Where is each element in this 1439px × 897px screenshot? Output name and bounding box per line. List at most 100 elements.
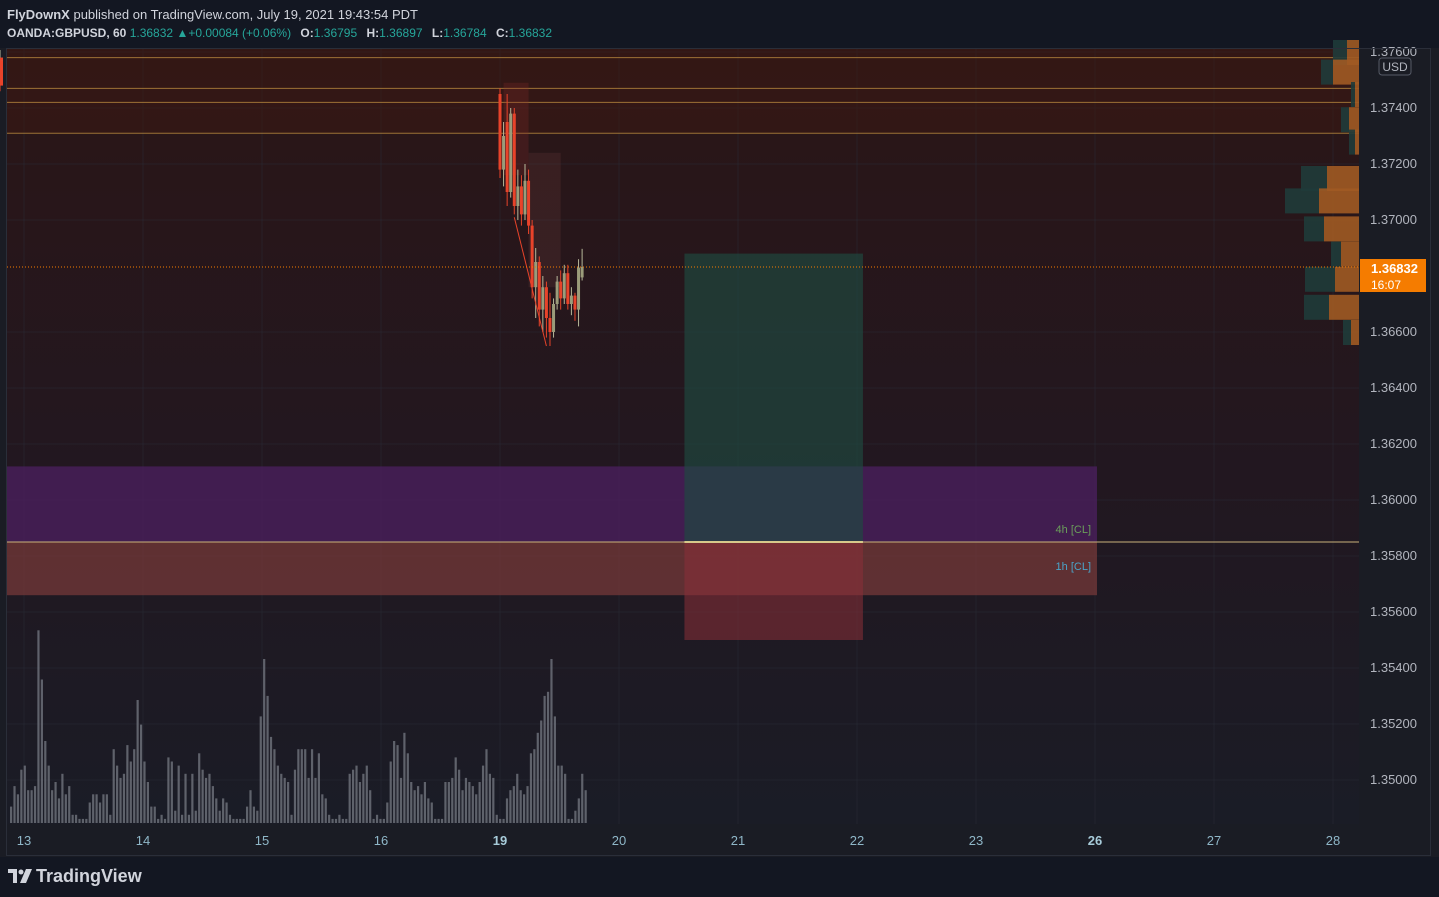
candle-body[interactable] (512, 113, 516, 206)
price-tick-label: 1.36600 (1370, 324, 1417, 339)
zone-label-1h: 1h [CL] (1056, 561, 1091, 573)
price-tick-label: 1.37600 (1370, 44, 1417, 59)
price-axis-background (1360, 49, 1430, 824)
candle-body[interactable] (498, 94, 502, 170)
volume-bar (379, 818, 382, 823)
close-value: 1.36832 (508, 26, 553, 40)
volume-bar (300, 749, 303, 823)
volume-bar (239, 818, 242, 823)
candle-body[interactable] (516, 186, 520, 206)
volume-bar (321, 794, 324, 823)
volume-bar (293, 769, 297, 823)
candle-body[interactable] (534, 262, 538, 288)
volume-bar (577, 798, 580, 823)
candle-body[interactable] (548, 318, 552, 332)
volume-bar (478, 782, 481, 823)
currency-badge[interactable]: USD (1378, 57, 1412, 76)
low-value: 1.36784 (443, 26, 487, 40)
volume-bar (23, 765, 26, 823)
candle-body[interactable] (527, 180, 531, 226)
candle-body[interactable] (559, 281, 563, 299)
volume-bar (146, 782, 149, 823)
volume-bar (481, 765, 485, 823)
horizontal-levels[interactable] (7, 49, 1359, 134)
volume-bar (68, 786, 71, 823)
volume-bar (245, 806, 249, 823)
candle-body[interactable] (502, 136, 506, 170)
candle-body[interactable] (509, 113, 513, 192)
price-tick-label: 1.35000 (1370, 772, 1417, 787)
candle-body[interactable] (573, 295, 577, 310)
price-axis[interactable]: 1.37600 1.37400 1.37200 1.37000 1.36600 1.364… (1370, 44, 1417, 787)
volume-bar (170, 761, 173, 823)
volume-bar (211, 786, 214, 823)
volume-bar (372, 818, 375, 823)
volume-bar (167, 757, 170, 823)
volume-bar (355, 765, 358, 823)
time-tick-label: 19 (493, 833, 507, 848)
volume-bar (266, 695, 269, 823)
volume-profile-bar (1335, 266, 1359, 292)
candle-body[interactable] (544, 287, 548, 318)
volume-bar (557, 765, 560, 823)
candle-body[interactable] (530, 225, 534, 288)
candle-body[interactable] (555, 281, 559, 304)
volume-bar (519, 790, 522, 823)
candle-body[interactable] (523, 180, 527, 215)
last-price: 1.36832 (129, 26, 174, 40)
volume-bar (81, 818, 85, 823)
footer-bar (0, 857, 1439, 897)
volume-bar (546, 691, 550, 823)
volume-profile-bar (1304, 294, 1329, 320)
candle-body[interactable] (562, 273, 566, 299)
volume-bar (51, 790, 54, 823)
volume-bar (307, 777, 310, 823)
volume-profile-bar (1331, 241, 1341, 267)
volume-bar (475, 794, 478, 823)
volume-bar (191, 773, 194, 823)
volume-bar (194, 810, 197, 823)
candle-body[interactable] (519, 186, 523, 215)
price-badge-countdown: 16:07 (1371, 278, 1401, 292)
trend-polyline[interactable] (513, 217, 547, 347)
zone-1h (7, 542, 1097, 596)
volume-bar (427, 798, 430, 823)
candle-body[interactable] (580, 267, 584, 278)
tradingview-logo[interactable]: TradingView (8, 866, 142, 887)
volume-profile-bar (1329, 294, 1359, 320)
trend-line[interactable] (513, 217, 547, 347)
volume-bar (187, 814, 191, 823)
header-bar (0, 0, 1439, 48)
volume-bar (20, 769, 23, 823)
candle-body[interactable] (569, 295, 573, 304)
candle-body[interactable] (566, 273, 570, 304)
candle-body[interactable] (552, 304, 556, 332)
volume-bar (444, 782, 447, 823)
volume-bar (499, 818, 502, 823)
volume-bar (133, 749, 136, 823)
open-label: O: (300, 26, 314, 40)
author-name[interactable]: FlyDownX (7, 7, 70, 22)
candles[interactable] (0, 50, 584, 346)
volume-bar (30, 790, 33, 823)
publish-line: FlyDownX published on TradingView.com, J… (7, 7, 418, 22)
candle-body[interactable] (537, 262, 541, 310)
price-tick-label: 1.36000 (1370, 492, 1417, 507)
time-axis[interactable]: 13 14 15 16 19 20 21 22 23 26 27 28 (17, 833, 1340, 848)
volume-bar (139, 724, 143, 823)
candle-body[interactable] (541, 287, 545, 310)
price-tick-label: 1.37000 (1370, 212, 1417, 227)
zone-4h (7, 466, 1097, 542)
volume-bar (317, 753, 320, 823)
volume-bar (95, 794, 98, 823)
volume-bar (242, 818, 245, 823)
volume-bar (263, 659, 266, 823)
candle-body[interactable] (0, 60, 3, 86)
time-tick-label: 26 (1088, 833, 1102, 848)
candle-body[interactable] (577, 267, 581, 310)
symbol-label[interactable]: OANDA:GBPUSD, 60 (7, 26, 127, 40)
open-value: 1.36795 (313, 26, 358, 40)
volume-bar (581, 773, 584, 823)
candle-body[interactable] (505, 122, 509, 192)
